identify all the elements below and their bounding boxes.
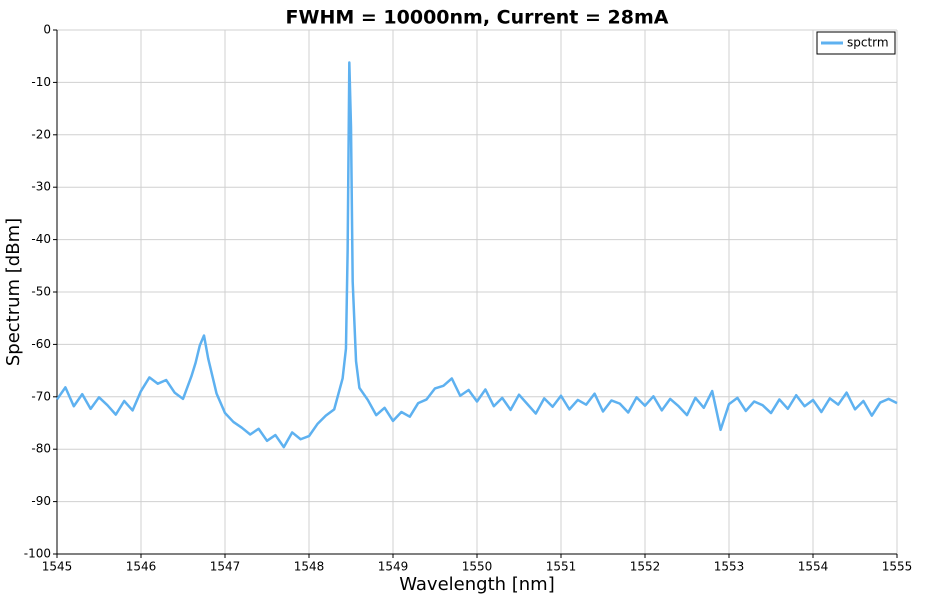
x-tick-label: 1546 bbox=[126, 560, 157, 574]
x-tick-label: 1545 bbox=[42, 560, 73, 574]
x-tick-label: 1553 bbox=[714, 560, 745, 574]
y-tick-label: -90 bbox=[31, 494, 51, 508]
y-tick-label: 0 bbox=[43, 23, 51, 37]
x-tick-label: 1554 bbox=[798, 560, 829, 574]
y-axis-label: Spectrum [dBm] bbox=[3, 218, 24, 366]
y-tick-label: -60 bbox=[31, 337, 51, 351]
x-tick-label: 1552 bbox=[630, 560, 661, 574]
x-tick-label: 1549 bbox=[378, 560, 409, 574]
x-tick-label: 1547 bbox=[210, 560, 241, 574]
y-tick-label: -40 bbox=[31, 232, 51, 246]
x-tick-label: 1555 bbox=[882, 560, 913, 574]
y-tick-label: -30 bbox=[31, 180, 51, 194]
chart-title: FWHM = 10000nm, Current = 28mA bbox=[286, 7, 669, 29]
x-tick-label: 1550 bbox=[462, 560, 493, 574]
x-axis-label: Wavelength [nm] bbox=[399, 574, 555, 595]
y-tick-label: -50 bbox=[31, 285, 51, 299]
x-tick-label: 1548 bbox=[294, 560, 325, 574]
y-tick-label: -20 bbox=[31, 127, 51, 141]
y-tick-label: -10 bbox=[31, 75, 51, 89]
y-tick-label: -70 bbox=[31, 389, 51, 403]
x-tick-label: 1551 bbox=[546, 560, 577, 574]
legend-label: spctrm bbox=[847, 36, 889, 50]
legend-box bbox=[816, 31, 896, 55]
y-tick-label: -100 bbox=[24, 547, 51, 561]
y-tick-label: -80 bbox=[31, 442, 51, 456]
line-series bbox=[55, 61, 898, 449]
